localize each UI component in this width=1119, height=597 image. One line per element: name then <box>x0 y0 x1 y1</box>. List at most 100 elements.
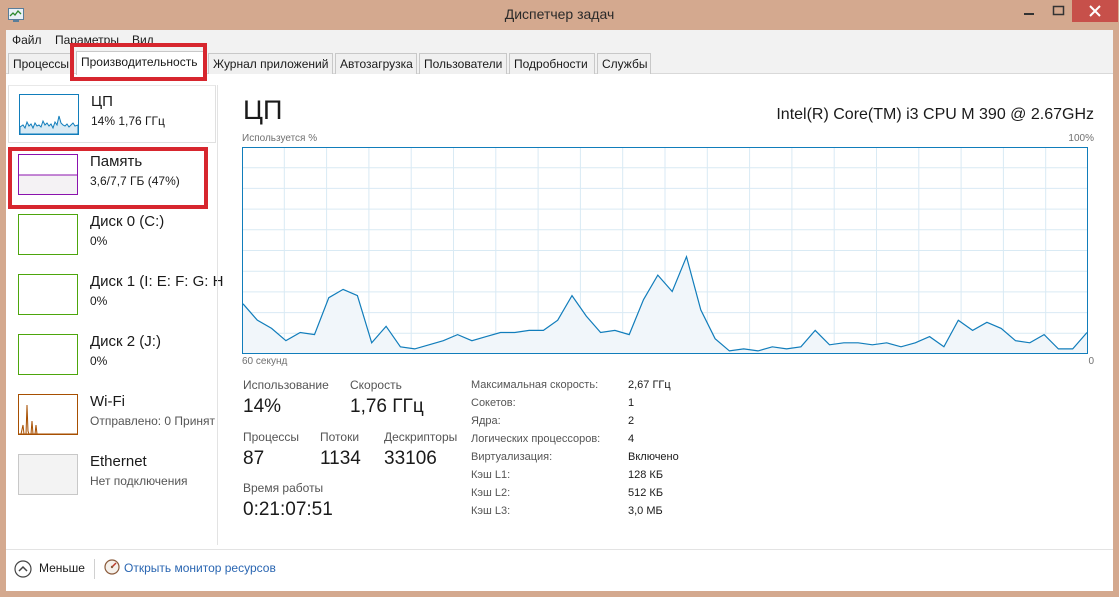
cpu-model-name: Intel(R) Core(TM) i3 CPU M 390 @ 2.67GHz <box>776 106 1094 123</box>
tab-app-history[interactable]: Журнал приложений <box>208 53 333 74</box>
page-title: ЦП <box>243 95 283 125</box>
speed-value: 1,76 ГГц <box>350 396 424 417</box>
sidebar-item-name: Wi-Fi <box>90 393 125 410</box>
tab-strip: Процессы Производительность Журнал прило… <box>6 50 1113 75</box>
cpu-usage-line <box>242 254 1088 352</box>
sidebar-item-sub: 14% 1,76 ГГц <box>91 114 165 128</box>
disk1-thumbnail <box>18 274 78 315</box>
sidebar-item-wifi[interactable]: Wi-Fi Отправлено: 0 Принят <box>8 386 216 444</box>
sidebar-item-sub: 0% <box>90 294 108 308</box>
detail-key: Кэш L3: <box>471 505 511 517</box>
sidebar-divider <box>217 85 218 545</box>
detail-key: Ядра: <box>471 415 501 427</box>
detail-value: 128 КБ <box>628 469 664 481</box>
wifi-thumbnail <box>18 394 78 435</box>
processes-label: Процессы <box>243 430 300 444</box>
footer-bar: Меньше Открыть монитор ресурсов <box>6 549 1113 591</box>
detail-key: Логических процессоров: <box>471 433 601 445</box>
detail-key: Виртуализация: <box>471 451 553 463</box>
disk2-thumbnail <box>18 334 78 375</box>
detail-key: Кэш L1: <box>471 469 511 481</box>
sidebar-item-name: Диск 1 (I: E: F: G: H <box>90 273 224 290</box>
open-resource-monitor-link[interactable]: Открыть монитор ресурсов <box>124 561 276 575</box>
title-bar[interactable]: Диспетчер задач <box>0 0 1119 30</box>
sidebar-item-name: ЦП <box>91 93 113 110</box>
graph-top-left-label: Используется % <box>242 133 318 144</box>
cpu-usage-area <box>243 256 1087 353</box>
maximize-button[interactable] <box>1044 0 1074 22</box>
resource-list: ЦП 14% 1,76 ГГц Память 3,6/7,7 ГБ (47%) … <box>8 85 223 545</box>
sidebar-item-sub: 3,6/7,7 ГБ (47%) <box>90 174 180 188</box>
tab-processes[interactable]: Процессы <box>8 53 74 74</box>
cpu-details-panel: ЦП Intel(R) Core(TM) i3 CPU M 390 @ 2.67… <box>218 85 1113 545</box>
disk0-thumbnail <box>18 214 78 255</box>
detail-value: 512 КБ <box>628 487 664 499</box>
menu-file[interactable]: Файл <box>12 33 42 47</box>
detail-key: Сокетов: <box>471 397 516 409</box>
sidebar-item-sub: Нет подключения <box>90 474 188 488</box>
menu-view[interactable]: Вид <box>132 33 154 47</box>
handles-value: 33106 <box>384 448 437 469</box>
close-icon <box>1089 5 1101 17</box>
uptime-value: 0:21:07:51 <box>243 499 333 520</box>
detail-value: 1 <box>628 397 635 409</box>
sidebar-item-cpu[interactable]: ЦП 14% 1,76 ГГц <box>8 85 216 143</box>
graph-bottom-left-label: 60 секунд <box>242 356 288 367</box>
threads-value: 1134 <box>320 448 361 469</box>
sidebar-item-sub: Отправлено: 0 Принят <box>90 414 216 428</box>
tab-performance[interactable]: Производительность <box>76 51 206 75</box>
memory-thumbnail <box>18 154 78 195</box>
detail-value: 4 <box>628 433 635 445</box>
menu-bar: Файл Параметры Вид <box>6 30 1113 50</box>
cpu-usage-graph <box>242 147 1088 354</box>
sidebar-item-memory[interactable]: Память 3,6/7,7 ГБ (47%) <box>8 146 216 204</box>
uptime-label: Время работы <box>243 481 324 495</box>
cpu-thumbnail-graph <box>20 115 78 134</box>
cpu-thumbnail <box>19 94 79 135</box>
footer-separator <box>94 559 95 579</box>
speed-label: Скорость <box>350 378 402 392</box>
sidebar-item-disk1[interactable]: Диск 1 (I: E: F: G: H 0% <box>8 266 223 324</box>
usage-label: Использование <box>243 378 329 392</box>
ethernet-thumbnail <box>18 454 78 495</box>
task-manager-icon <box>8 8 24 22</box>
detail-value: 3,0 МБ <box>628 505 663 517</box>
window-title: Диспетчер задач <box>504 6 615 22</box>
detail-value: 2 <box>628 415 635 427</box>
tab-details[interactable]: Подробности <box>509 53 595 74</box>
fewer-details-button[interactable]: Меньше <box>39 561 85 575</box>
sidebar-item-name: Ethernet <box>90 453 147 470</box>
graph-bottom-right-label: 0 <box>1088 356 1094 367</box>
handles-label: Дескрипторы <box>384 430 458 444</box>
detail-value: 2,67 ГГц <box>628 379 671 391</box>
client-area: Файл Параметры Вид Процессы Производител… <box>6 30 1113 591</box>
sidebar-item-ethernet[interactable]: Ethernet Нет подключения <box>8 446 216 504</box>
processes-value: 87 <box>243 448 265 469</box>
tab-users[interactable]: Пользователи <box>419 53 507 74</box>
sidebar-item-sub: 0% <box>90 234 108 248</box>
detail-key: Кэш L2: <box>471 487 511 499</box>
maximize-icon <box>1052 5 1065 16</box>
tab-startup[interactable]: Автозагрузка <box>335 53 417 74</box>
tab-services[interactable]: Службы <box>597 53 651 74</box>
sidebar-item-name: Диск 2 (J:) <box>90 333 161 350</box>
wifi-thumbnail-graph <box>19 404 77 434</box>
close-button[interactable] <box>1072 0 1118 22</box>
detail-value: Включено <box>628 451 679 463</box>
memory-thumbnail-graph <box>19 174 77 194</box>
threads-label: Потоки <box>320 430 360 444</box>
resource-monitor-icon[interactable] <box>104 559 120 575</box>
menu-options[interactable]: Параметры <box>55 33 119 47</box>
sidebar-item-name: Диск 0 (C:) <box>90 213 165 230</box>
sidebar-item-disk0[interactable]: Диск 0 (C:) 0% <box>8 206 216 264</box>
graph-top-right-label: 100% <box>1068 133 1094 144</box>
sidebar-item-sub: 0% <box>90 354 108 368</box>
sidebar-item-name: Память <box>90 153 143 170</box>
chevron-up-circle-icon[interactable] <box>14 560 32 578</box>
sidebar-item-disk2[interactable]: Диск 2 (J:) 0% <box>8 326 216 384</box>
detail-key: Максимальная скорость: <box>471 379 599 391</box>
usage-value: 14% <box>243 396 282 417</box>
minimize-button[interactable] <box>1014 0 1044 22</box>
minimize-icon <box>1024 13 1034 15</box>
